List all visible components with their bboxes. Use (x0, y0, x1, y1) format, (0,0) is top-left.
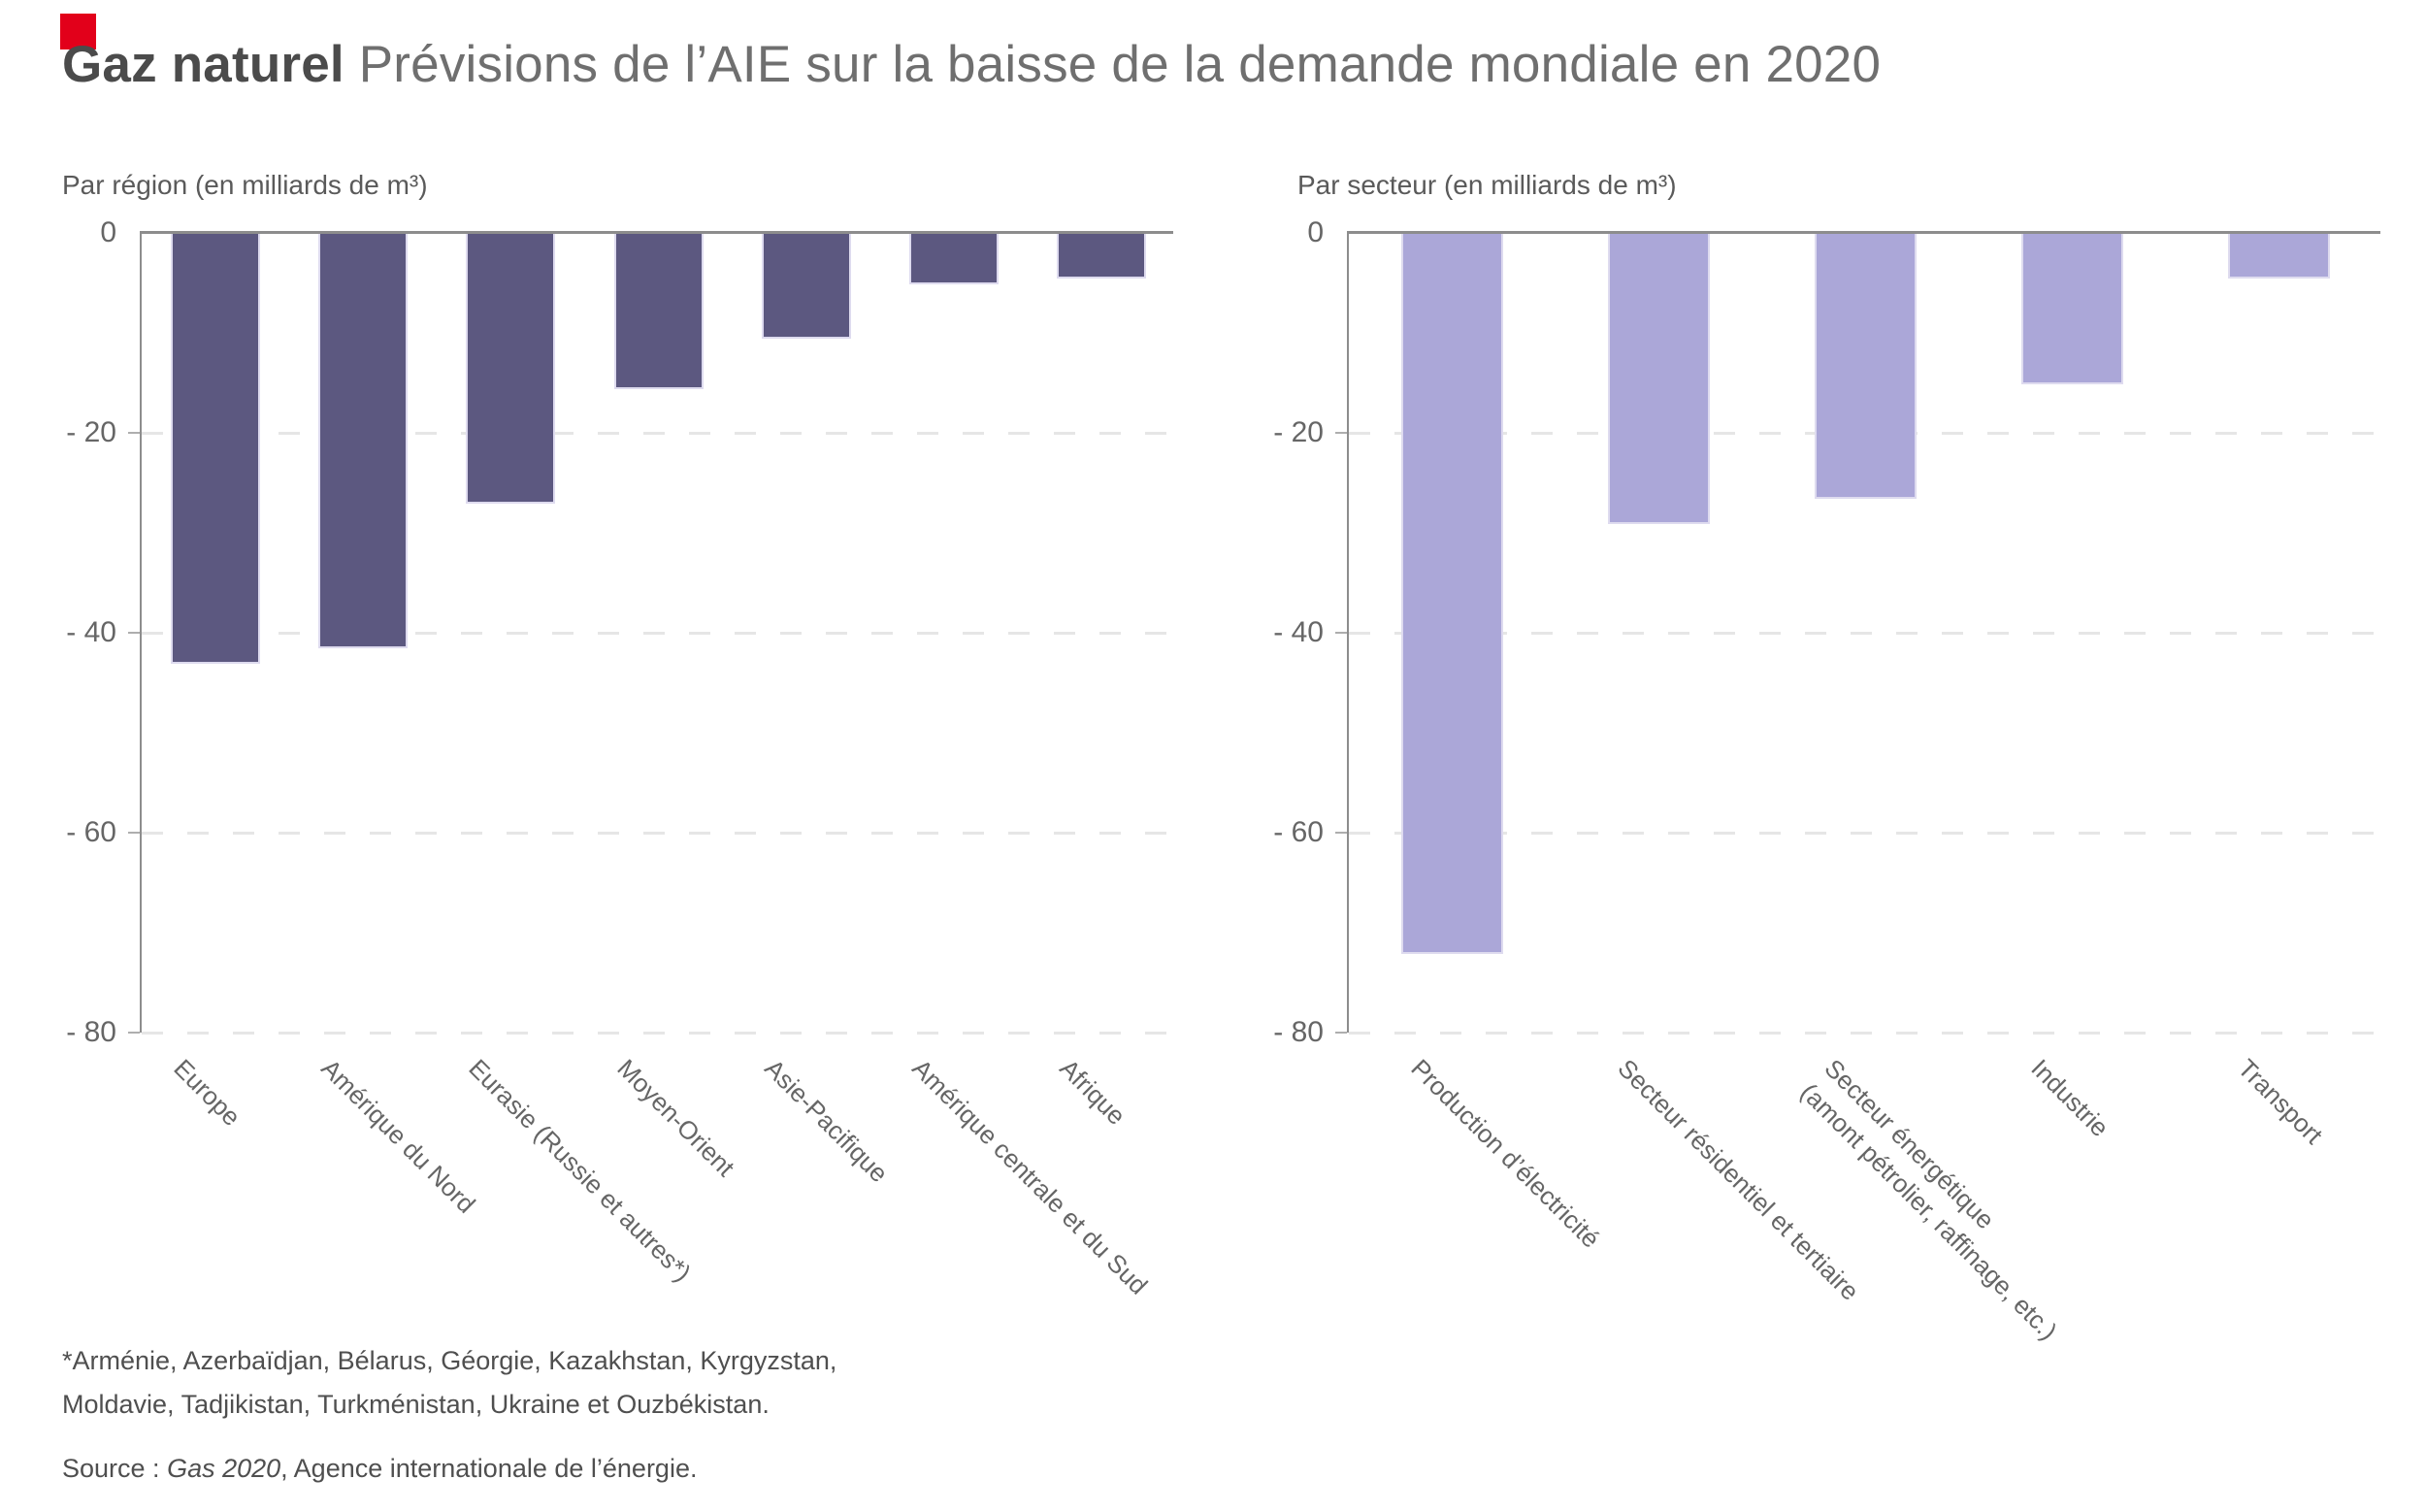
y-tick-mark (1335, 1032, 1347, 1034)
y-gridline (1349, 632, 2382, 635)
bar (761, 234, 851, 340)
source-prefix: Source : (62, 1454, 168, 1483)
y-gridline (1349, 1032, 2382, 1035)
bar (466, 234, 556, 505)
y-tick-label: - 80 (1273, 1016, 1324, 1048)
y-tick-label: - 40 (1273, 616, 1324, 648)
x-axis-label: Afrique (1054, 1053, 1131, 1131)
chart-subtitle-sector: Par secteur (en milliards de m³) (1297, 170, 1677, 200)
y-gridline (142, 432, 1175, 435)
y-tick-label: - 60 (1273, 816, 1324, 848)
y-tick-label: - 40 (66, 616, 116, 648)
zero-baseline (140, 231, 1173, 234)
y-tick-mark (1335, 832, 1347, 834)
x-axis-label: Amérique centrale et du Sud (906, 1053, 1154, 1300)
page-title-bold: Gaz naturel (62, 36, 344, 93)
y-tick-mark (128, 1032, 140, 1034)
plot-area-region: 0- 20- 40- 60- 80 Europe Amérique du Nord E… (66, 216, 1175, 1300)
y-tick-label: - 20 (1273, 416, 1324, 448)
y-gridline (142, 832, 1175, 835)
y-tick-label: 0 (1307, 216, 1324, 248)
source-line: Source : Gas 2020, Agence internationale… (62, 1454, 697, 1484)
x-axis-label: Asie-Pacifique (759, 1053, 894, 1189)
zero-baseline (1347, 231, 2380, 234)
x-axis-label: Industrie (2024, 1053, 2115, 1143)
footnote-line-2: Moldavie, Tadjikistan, Turkménistan, Ukr… (62, 1390, 770, 1419)
x-axis-label: Moyen-Orient (610, 1053, 740, 1182)
y-gridline (142, 632, 1175, 635)
source-report-name: Gas 2020 (167, 1454, 281, 1483)
bar (1815, 234, 1917, 499)
y-axis-line (140, 233, 142, 1033)
y-tick-mark (128, 832, 140, 834)
bar (171, 234, 261, 664)
brand-mark (60, 14, 96, 49)
y-tick-label: 0 (100, 216, 116, 248)
page-title-rest: Prévisions de l’AIE sur la baisse de la … (344, 36, 1882, 93)
y-tick-label: - 20 (66, 416, 116, 448)
y-tick-mark (1335, 432, 1347, 434)
page-title: Gaz naturel Prévisions de l’AIE sur la b… (62, 35, 1881, 94)
y-tick-mark (128, 432, 140, 434)
bar (613, 234, 704, 389)
y-tick-label: - 60 (66, 816, 116, 848)
x-axis-label: Amérique du Nord (315, 1053, 481, 1219)
y-gridline (1349, 832, 2382, 835)
footnote: *Arménie, Azerbaïdjan, Bélarus, Géorgie,… (62, 1339, 836, 1427)
bar (2228, 234, 2330, 279)
x-axis-label: Production d’électricité (1404, 1053, 1606, 1254)
y-axis-line (1347, 233, 1349, 1033)
bar (1608, 234, 1710, 524)
y-tick-mark (1335, 632, 1347, 634)
footnote-line-1: *Arménie, Azerbaïdjan, Bélarus, Géorgie,… (62, 1346, 837, 1375)
bar (1056, 234, 1146, 279)
plot-area-sector: 0 - 20 - 40 - 60 - 80 Production d’électricit… (1273, 216, 2382, 1346)
y-tick-label: - 80 (66, 1016, 116, 1048)
source-suffix: , Agence internationale de l’énergie. (280, 1454, 698, 1483)
bar (2021, 234, 2123, 384)
y-tick-mark (128, 632, 140, 634)
x-axis-label: Europe (168, 1053, 246, 1132)
bar (908, 234, 999, 284)
chart-subtitle-region: Par région (en milliards de m³) (62, 170, 428, 200)
y-gridline (142, 1032, 1175, 1035)
bar (1401, 234, 1503, 954)
bar (318, 234, 409, 649)
x-axis-label: Transport (2231, 1053, 2329, 1150)
